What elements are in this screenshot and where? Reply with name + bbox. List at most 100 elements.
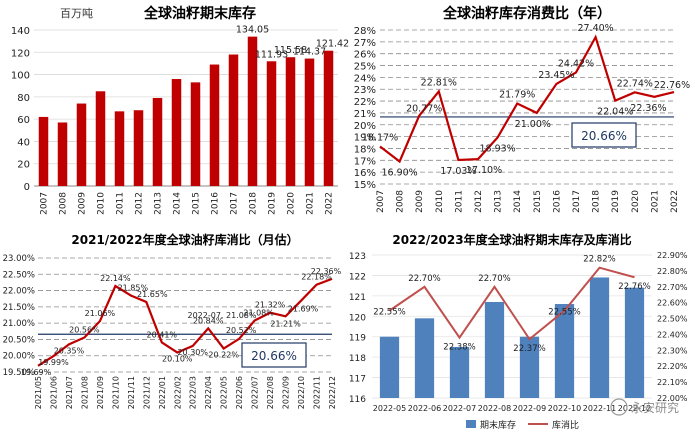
chart3-title: 2021/2022年度全球油籽库消比（月估） [71, 232, 298, 247]
chart4-title: 2022/2023年度全球油籽期末库存及库消比 [392, 232, 631, 247]
chart3-xtick-label: 2022/12 [328, 376, 337, 409]
chart3-data-label: 20.52% [226, 326, 257, 335]
chart4-data-label: 22.38% [443, 343, 475, 353]
chart2-ytick-label: 27% [354, 38, 376, 49]
chart1-xtick-label: 2007 [40, 192, 50, 215]
chart1-xtick-label: 2020 [287, 192, 297, 215]
chart4-ytick-right-label: 22.80% [657, 267, 688, 276]
chart4-data-label: 22.37% [513, 344, 545, 354]
chart1-bar [114, 111, 125, 186]
chart3-ytick-label: 20.50% [3, 335, 35, 345]
chart3-data-label: 21.08% [243, 309, 274, 318]
chart4-ytick-left-label: 116 [349, 395, 366, 405]
chart4-data-label: 22.70% [478, 274, 510, 284]
chart3-series-line [37, 277, 333, 367]
chart1-xtick-label: 2011 [116, 192, 126, 215]
chart3-reference-label: 20.66% [251, 349, 297, 363]
chart4-legend-bar-swatch [466, 420, 476, 428]
chart1-bar [304, 58, 315, 186]
chart4-ytick-right-label: 22.20% [657, 362, 688, 371]
chart3-data-label: 21.06% [85, 309, 116, 318]
chart2-data-label: 24.42% [558, 58, 594, 69]
chart3-reference-box [241, 342, 307, 368]
chart1-xtick-label: 2014 [173, 192, 183, 215]
chart1-xtick-label: 2018 [249, 192, 259, 215]
chart3-data-label: 20.56% [69, 325, 100, 334]
chart1-bar [152, 97, 163, 186]
chart1-xtick-label: 2012 [135, 192, 145, 215]
chart3-xtick-label: 2021/09 [96, 376, 105, 409]
chart2-xtick-label: 2020 [631, 190, 641, 213]
chart1-bar [57, 122, 68, 186]
chart3-data-label: 21.21% [270, 319, 301, 328]
chart3-xtick-label: 2022/05 [220, 376, 229, 409]
chart2-data-label: 23.45% [538, 70, 574, 81]
chart3-data-label: 20.84% [193, 316, 224, 325]
chart4-data-label: 22.55% [373, 308, 405, 318]
chart2-xtick-label: 2021 [650, 190, 660, 213]
chart3-data-label: 20.30% [177, 348, 208, 357]
chart3-data-label: 21.65% [137, 290, 168, 299]
chart4-ytick-right-label: 22.00% [657, 394, 688, 403]
chart2-data-label: 20.77% [406, 104, 442, 115]
chart2-data-label: 18.93% [479, 143, 515, 154]
chart2-ytick-label: 21% [354, 109, 376, 120]
chart1-bar [95, 91, 106, 186]
chart4-series-line [388, 266, 635, 341]
chart3-ytick-label: 21.00% [3, 319, 35, 329]
chart4-data-label: 22.76% [618, 282, 650, 292]
chart2-ytick-label: 23% [354, 85, 376, 96]
chart1-unit-label: 百万吨 [60, 7, 93, 20]
chart2-xtick-label: 2015 [533, 190, 543, 213]
chart2-xtick-label: 2009 [415, 190, 425, 213]
chart2-xtick-label: 2016 [552, 190, 562, 213]
chart1-xtick-label: 2016 [211, 192, 221, 215]
chart4-bar [519, 336, 540, 398]
chart1-bar [190, 82, 201, 186]
chart1-data-label: 134.05 [236, 25, 269, 36]
chart1-title: 全球油籽期末库存 [143, 5, 256, 22]
chart2-xtick-label: 2022 [670, 190, 680, 213]
chart4-xtick-label: 2022-12 [618, 404, 651, 413]
chart4-ytick-left-label: 121 [349, 293, 366, 303]
chart3-data-label: 21.32% [255, 301, 286, 310]
chart4-ytick-left-label: 119 [349, 334, 366, 344]
chart2-data-label: 16.90% [381, 167, 417, 178]
chart1-ytick-label: 60 [17, 115, 30, 126]
chart2-ytick-label: 28% [354, 26, 376, 37]
chart1-ytick-label: 0 [24, 182, 30, 193]
chart1-bar [38, 116, 49, 186]
chart2-xtick-label: 2011 [454, 190, 464, 213]
chart2-data-label: 21.00% [515, 119, 551, 130]
chart3-ytick-label: 20.00% [3, 352, 35, 362]
chart1-xtick-label: 2015 [192, 192, 202, 215]
chart1-ytick-label: 120 [11, 48, 30, 59]
chart4-ytick-left-label: 117 [349, 375, 366, 385]
chart1-ytick-label: 140 [11, 26, 30, 37]
chart1-bar [76, 103, 87, 186]
chart1-xtick-label: 2010 [97, 192, 107, 215]
chart1-bar [228, 54, 239, 187]
chart3-data-label: 19.69% [21, 368, 52, 377]
chart4-ytick-right-label: 22.70% [657, 283, 688, 292]
chart1-xtick-label: 2017 [230, 192, 240, 215]
chart1-data-label: 114.37 [293, 47, 326, 58]
chart4-xtick-label: 2022-09 [513, 404, 546, 413]
chart1-ytick-label: 20 [17, 160, 30, 171]
chart2-data-label: 22.76% [654, 80, 690, 91]
chart2-data-label: 22.81% [421, 77, 457, 88]
chart2-xtick-label: 2017 [572, 190, 582, 213]
chart4-bar [379, 336, 400, 398]
chart1-xtick-label: 2009 [78, 192, 88, 215]
chart3-ytick-label: 19.50% [3, 368, 35, 378]
chart1-bar [247, 36, 258, 186]
chart1-ytick-label: 40 [17, 137, 30, 148]
chart4-ytick-left-label: 118 [349, 354, 366, 364]
chart3-extra-label: 2022-07, 21.08% [187, 311, 256, 320]
chart3-data-label: 22.18% [301, 273, 332, 282]
chart2-data-label: 21.79% [499, 90, 535, 101]
chart3-xtick-label: 2021/08 [80, 376, 89, 409]
chart3-data-label: 20.10% [162, 354, 193, 363]
chart4-xtick-label: 2022-07 [443, 404, 476, 413]
